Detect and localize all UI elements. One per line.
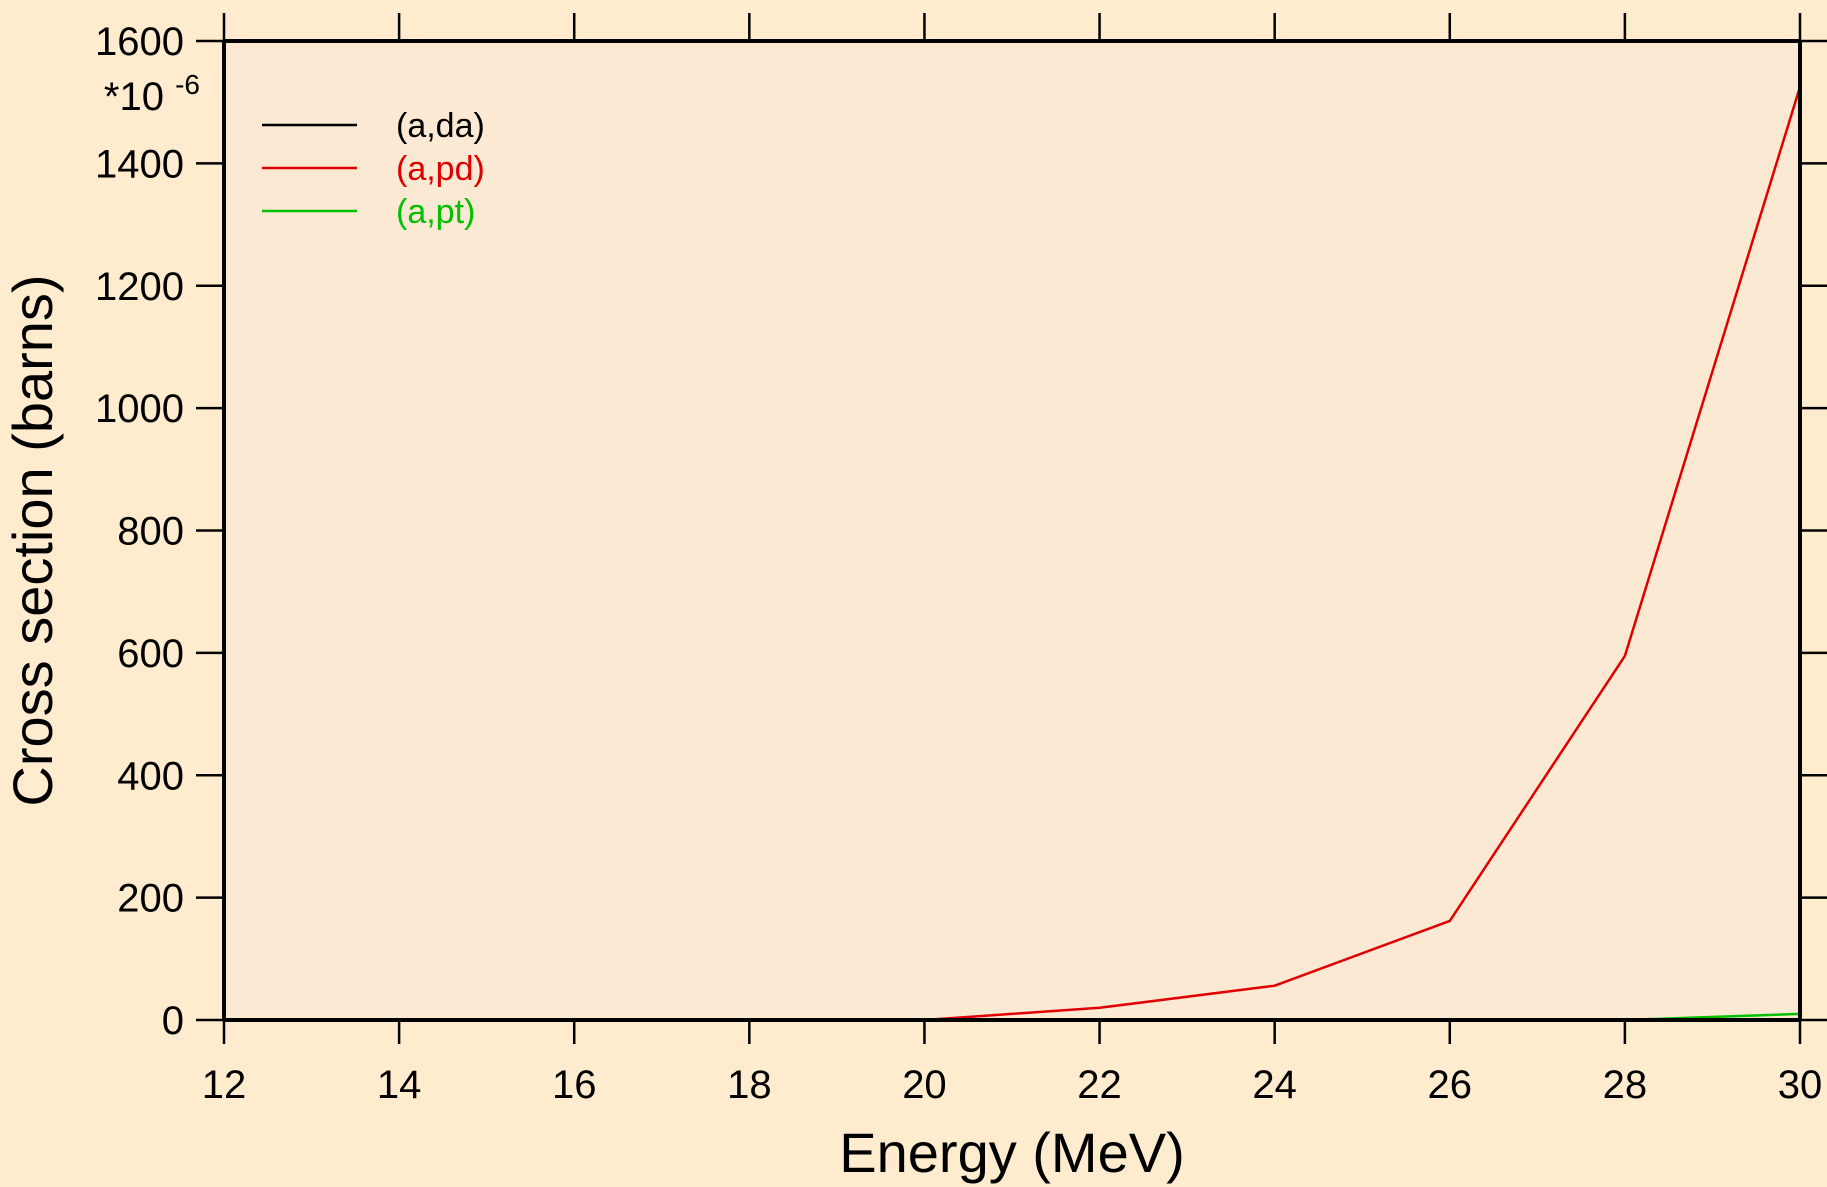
x-tick-label-14: 14 bbox=[377, 1063, 422, 1107]
y-multiplier-base: *10 bbox=[104, 75, 164, 119]
x-tick-label-20: 20 bbox=[902, 1063, 947, 1107]
y-axis-multiplier: *10 -6 bbox=[104, 69, 200, 119]
y-axis-title: Cross section (barns) bbox=[1, 274, 64, 806]
y-tick-label-600: 600 bbox=[117, 632, 184, 676]
axis-layer: 12 14 16 18 20 22 24 26 28 30 0 200 400 600 800 1000 120… bbox=[95, 13, 1827, 1107]
x-tick-label-16: 16 bbox=[552, 1063, 597, 1107]
y-multiplier-exponent: -6 bbox=[175, 69, 200, 100]
legend-label-1: (a,da) bbox=[396, 107, 485, 145]
x-tick-label-26: 26 bbox=[1428, 1063, 1473, 1107]
plot-area bbox=[224, 41, 1800, 1020]
legend-label-2: (a,pd) bbox=[396, 150, 485, 188]
x-tick-label-24: 24 bbox=[1252, 1063, 1297, 1107]
x-tick-label-12: 12 bbox=[202, 1063, 247, 1107]
y-tick-label-200: 200 bbox=[117, 877, 184, 921]
x-tick-label-22: 22 bbox=[1077, 1063, 1122, 1107]
legend: (a,da) (a,pd) (a,pt) bbox=[262, 107, 485, 231]
y-tick-label-1600: 1600 bbox=[95, 20, 184, 64]
x-tick-label-18: 18 bbox=[727, 1063, 772, 1107]
x-axis-title: Energy (MeV) bbox=[839, 1121, 1184, 1184]
y-tick-label-1000: 1000 bbox=[95, 387, 184, 431]
y-tick-label-0: 0 bbox=[162, 999, 184, 1043]
y-tick-label-1400: 1400 bbox=[95, 142, 184, 186]
x-tick-label-30: 30 bbox=[1778, 1063, 1823, 1107]
y-tick-label-800: 800 bbox=[117, 510, 184, 554]
x-tick-label-28: 28 bbox=[1603, 1063, 1648, 1107]
y-tick-label-1200: 1200 bbox=[95, 265, 184, 309]
y-tick-label-400: 400 bbox=[117, 754, 184, 798]
legend-label-3: (a,pt) bbox=[396, 193, 475, 231]
